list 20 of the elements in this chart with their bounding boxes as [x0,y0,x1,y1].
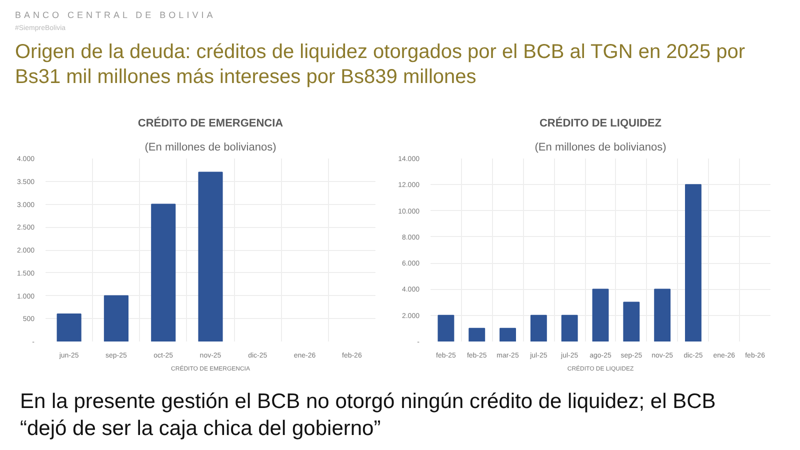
chart-subtitle: (En millones de bolivianos) [144,142,276,154]
bar [500,328,516,342]
bar [654,288,671,342]
bar [104,295,128,342]
bar [151,204,176,342]
bar [438,314,454,342]
text: BANCO CENTRAL DE BOLIVIA [15,9,217,22]
text: Origen de la deuda: créditos de liquidez otorgados por el BCB al TGN en 2025 por Bs31 mil millones más intereses por Bs839 millones [15,40,746,90]
bar [561,314,578,342]
chart-subtitle: (En millones de bolivianos) [534,142,666,154]
bar [530,314,547,342]
chart-title: CRÉDITO DE LIQUIDEZ [539,116,662,130]
bar [198,172,223,342]
bar [468,328,486,342]
bar [592,288,609,342]
bar [685,184,702,342]
bar [623,302,640,342]
bar [56,314,82,342]
chart-title: CRÉDITO DE EMERGENCIA [138,116,284,130]
text: En la presente gestión el BCB no otorgó ningún crédito de liquidez; el BCB “dejó de ser la caja chica del gobierno” [20,389,717,442]
